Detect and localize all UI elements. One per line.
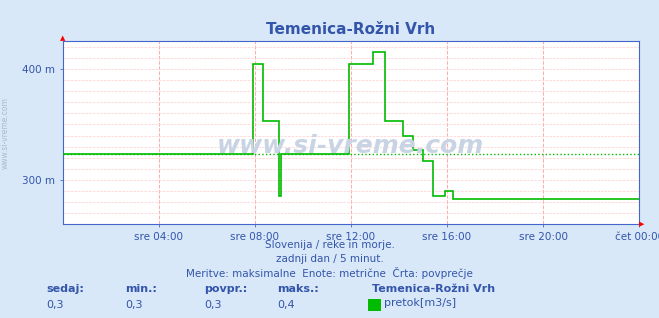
- Text: maks.:: maks.:: [277, 284, 318, 294]
- Text: ▲: ▲: [60, 35, 65, 41]
- Text: min.:: min.:: [125, 284, 157, 294]
- Title: Temenica-Rožni Vrh: Temenica-Rožni Vrh: [266, 22, 436, 38]
- Text: zadnji dan / 5 minut.: zadnji dan / 5 minut.: [275, 254, 384, 264]
- Text: povpr.:: povpr.:: [204, 284, 248, 294]
- Text: Temenica-Rožni Vrh: Temenica-Rožni Vrh: [372, 284, 496, 294]
- Text: www.si-vreme.com: www.si-vreme.com: [217, 134, 484, 157]
- Text: Meritve: maksimalne  Enote: metrične  Črta: povprečje: Meritve: maksimalne Enote: metrične Črta…: [186, 267, 473, 279]
- Text: pretok[m3/s]: pretok[m3/s]: [384, 298, 456, 308]
- Text: 0,3: 0,3: [204, 300, 222, 310]
- Text: 0,3: 0,3: [125, 300, 143, 310]
- Text: www.si-vreme.com: www.si-vreme.com: [1, 98, 10, 169]
- Text: Slovenija / reke in morje.: Slovenija / reke in morje.: [264, 240, 395, 250]
- Text: ▶: ▶: [639, 221, 645, 227]
- Text: sedaj:: sedaj:: [46, 284, 84, 294]
- Text: 0,4: 0,4: [277, 300, 295, 310]
- Text: 0,3: 0,3: [46, 300, 64, 310]
